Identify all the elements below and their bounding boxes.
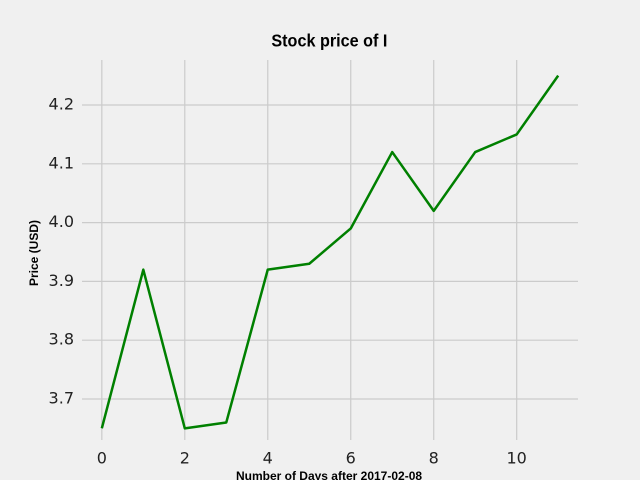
y-axis-label: Price (USD) <box>27 220 41 286</box>
line-series <box>100 74 560 430</box>
x-axis-label: Number of Days after 2017-02-08 <box>236 469 422 480</box>
x-tick-label: 6 <box>346 449 356 468</box>
x-tick-label: 0 <box>97 449 107 468</box>
y-tick-label: 4.2 <box>49 95 74 114</box>
x-tick-label: 4 <box>263 449 273 468</box>
plot-area: 3.7 3.8 3.9 4.0 4.1 4.2 0 2 4 6 8 10 <box>49 60 578 468</box>
y-tick-label: 3.9 <box>49 271 74 290</box>
y-tick-label: 4.1 <box>49 153 74 172</box>
chart-title: Stock price of I <box>271 31 387 51</box>
y-tick-label: 3.8 <box>49 330 74 349</box>
x-tick-label: 10 <box>507 449 527 468</box>
y-tick-label: 4.0 <box>49 212 74 231</box>
y-tick-label: 3.7 <box>49 388 74 407</box>
x-tick-label: 2 <box>180 449 190 468</box>
x-tick-label: 8 <box>429 449 439 468</box>
